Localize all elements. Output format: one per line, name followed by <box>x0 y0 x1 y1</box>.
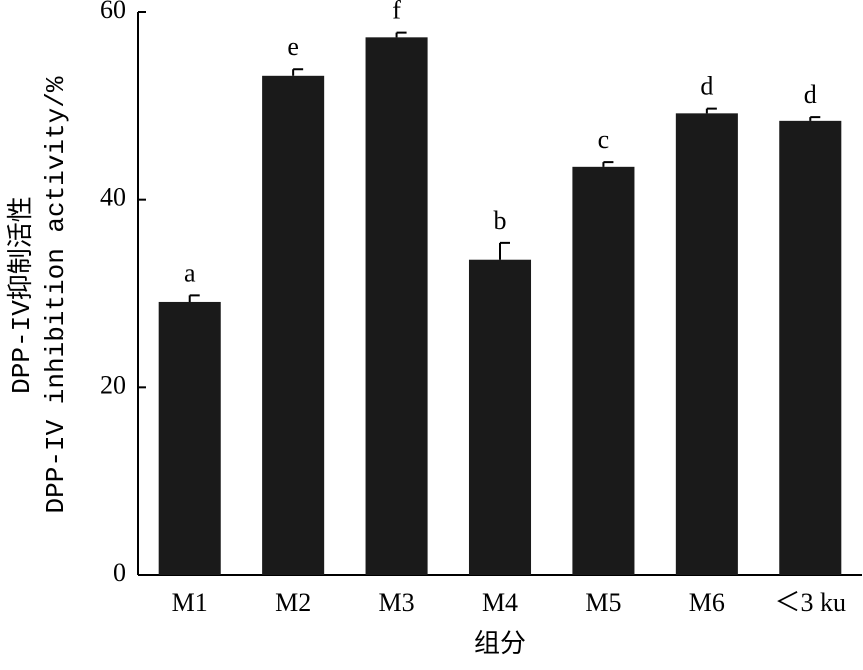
bar <box>262 75 325 575</box>
y-tick-label: 0 <box>113 558 126 587</box>
error-bar <box>602 161 614 167</box>
significance-letter: d <box>804 80 817 109</box>
significance-letter: d <box>700 72 713 101</box>
error-bar <box>705 107 717 114</box>
x-tick-label: M6 <box>689 588 725 617</box>
significance-letter: e <box>287 32 299 61</box>
significance-letter: b <box>494 206 507 235</box>
error-bar <box>499 241 510 260</box>
bar <box>365 37 428 575</box>
significance-letter: a <box>184 258 196 287</box>
x-tick-label: M2 <box>275 588 311 617</box>
error-bar <box>395 31 407 38</box>
bar <box>779 120 842 575</box>
x-tick-label: M4 <box>482 588 518 617</box>
x-axis-label: 组分 <box>474 629 526 658</box>
error-bar <box>809 116 821 121</box>
error-bar <box>292 68 304 76</box>
x-tick-label: M3 <box>379 588 415 617</box>
bar <box>572 166 635 575</box>
y-tick-label: 40 <box>100 183 126 212</box>
y-axis-label: DPP-IV抑制活性 <box>6 196 37 394</box>
error-bar <box>188 294 200 302</box>
x-tick-label: M1 <box>172 588 208 617</box>
x-tick-label: ＜3 ku <box>775 588 847 617</box>
x-tick-label: M5 <box>585 588 621 617</box>
significance-letter: f <box>392 0 401 25</box>
y-axis-label: DPP-IV inhibition activity/% <box>41 76 71 513</box>
bar <box>158 301 221 575</box>
y-tick-label: 20 <box>100 370 126 399</box>
significance-letter: c <box>598 125 610 154</box>
bar <box>675 113 738 575</box>
bar <box>468 259 532 575</box>
y-tick-label: 60 <box>100 0 126 24</box>
